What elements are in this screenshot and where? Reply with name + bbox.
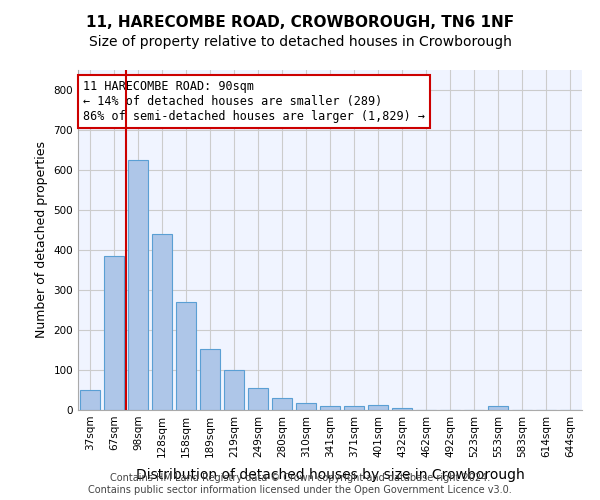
Bar xyxy=(152,234,172,410)
Bar xyxy=(392,408,412,410)
Bar xyxy=(248,388,268,410)
Bar xyxy=(344,406,364,410)
Text: 11, HARECOMBE ROAD, CROWBOROUGH, TN6 1NF: 11, HARECOMBE ROAD, CROWBOROUGH, TN6 1NF xyxy=(86,15,514,30)
Bar xyxy=(104,256,124,410)
X-axis label: Distribution of detached houses by size in Crowborough: Distribution of detached houses by size … xyxy=(136,468,524,482)
Bar xyxy=(272,398,292,410)
Bar xyxy=(488,406,508,410)
Bar xyxy=(80,390,100,410)
Text: Size of property relative to detached houses in Crowborough: Size of property relative to detached ho… xyxy=(89,35,511,49)
Bar xyxy=(368,405,388,410)
Text: 11 HARECOMBE ROAD: 90sqm
← 14% of detached houses are smaller (289)
86% of semi-: 11 HARECOMBE ROAD: 90sqm ← 14% of detach… xyxy=(83,80,425,123)
Bar xyxy=(128,160,148,410)
Bar xyxy=(320,406,340,410)
Bar xyxy=(296,403,316,410)
Bar xyxy=(176,302,196,410)
Text: Contains HM Land Registry data © Crown copyright and database right 2024.
Contai: Contains HM Land Registry data © Crown c… xyxy=(88,474,512,495)
Bar xyxy=(200,349,220,410)
Y-axis label: Number of detached properties: Number of detached properties xyxy=(35,142,48,338)
Bar xyxy=(224,370,244,410)
